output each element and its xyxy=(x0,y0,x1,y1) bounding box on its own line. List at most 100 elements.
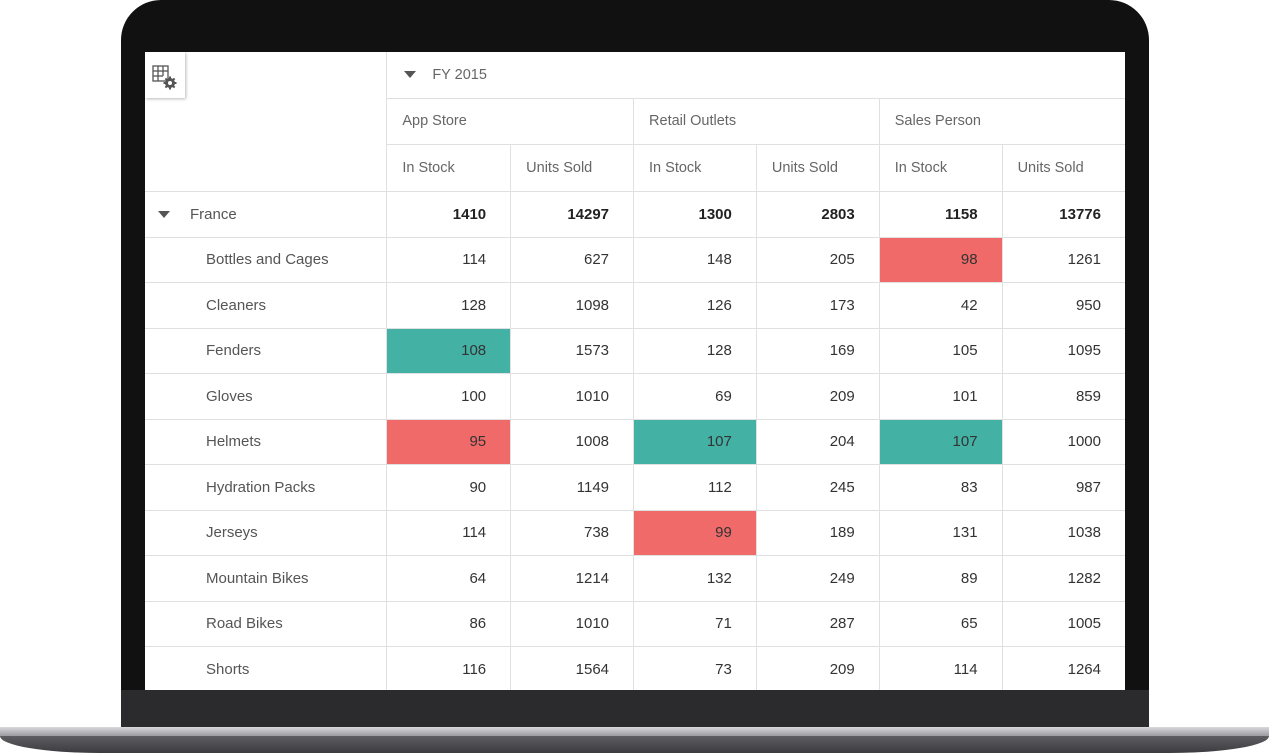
column-header-units-sold[interactable]: Units Sold xyxy=(755,143,880,192)
pivot-grid-screen: FY 2015 App Store Retail Outlets Sales P… xyxy=(145,52,1125,690)
grid-settings-icon[interactable] xyxy=(152,65,178,91)
column-header-in-stock[interactable]: In Stock xyxy=(878,143,1003,192)
value-cell[interactable]: 148 xyxy=(633,236,757,283)
value-cell[interactable]: 209 xyxy=(755,373,880,420)
value-cell[interactable]: 73 xyxy=(633,646,757,690)
value-cell[interactable]: 64 xyxy=(386,555,512,602)
value-cell[interactable]: 1300 xyxy=(633,190,757,238)
value-cell[interactable]: 1158 xyxy=(878,190,1003,238)
value-cell[interactable]: 1000 xyxy=(1001,418,1125,465)
value-cell[interactable]: 1098 xyxy=(510,282,635,329)
value-cell[interactable]: 1564 xyxy=(510,646,635,690)
column-header-in-stock[interactable]: In Stock xyxy=(386,143,512,192)
value-cell[interactable]: 950 xyxy=(1001,282,1125,329)
value-cell[interactable]: 1573 xyxy=(510,327,635,374)
value-cell[interactable]: 1410 xyxy=(386,190,512,238)
value-cell[interactable]: 987 xyxy=(1001,464,1125,511)
value-cell[interactable]: 1149 xyxy=(510,464,635,511)
laptop-chin xyxy=(121,690,1149,730)
value-cell[interactable]: 205 xyxy=(755,236,880,283)
row-header-label[interactable]: Fenders xyxy=(145,327,388,374)
value-cell[interactable]: 209 xyxy=(755,646,880,690)
value-cell[interactable]: 287 xyxy=(755,600,880,647)
triangle-down-icon[interactable] xyxy=(158,211,170,219)
column-header-units-sold[interactable]: Units Sold xyxy=(1001,143,1125,192)
value-cell[interactable]: 69 xyxy=(633,373,757,420)
value-cell[interactable]: 1005 xyxy=(1001,600,1125,647)
value-cell[interactable]: 83 xyxy=(878,464,1003,511)
value-cell[interactable]: 95 xyxy=(386,418,512,465)
value-cell[interactable]: 173 xyxy=(755,282,880,329)
column-header-fy[interactable]: FY 2015 xyxy=(386,52,1125,99)
row-header-label[interactable]: Helmets xyxy=(145,418,388,465)
column-header-units-sold[interactable]: Units Sold xyxy=(510,143,635,192)
value-cell[interactable]: 249 xyxy=(755,555,880,602)
value-cell[interactable]: 189 xyxy=(755,509,880,556)
row-header-label[interactable]: Jerseys xyxy=(145,509,388,556)
value-cell[interactable]: 245 xyxy=(755,464,880,511)
value-cell[interactable]: 128 xyxy=(386,282,512,329)
value-cell[interactable]: 131 xyxy=(878,509,1003,556)
row-header-label[interactable]: Road Bikes xyxy=(145,600,388,647)
value-cell[interactable]: 738 xyxy=(510,509,635,556)
laptop-base xyxy=(0,736,1269,753)
value-cell[interactable]: 132 xyxy=(633,555,757,602)
value-cell[interactable]: 627 xyxy=(510,236,635,283)
value-cell[interactable]: 204 xyxy=(755,418,880,465)
value-cell[interactable]: 107 xyxy=(878,418,1003,465)
value-cell[interactable]: 128 xyxy=(633,327,757,374)
value-cell[interactable]: 114 xyxy=(386,236,512,283)
column-header-app-store[interactable]: App Store xyxy=(386,97,635,145)
value-cell[interactable]: 105 xyxy=(878,327,1003,374)
value-cell[interactable]: 100 xyxy=(386,373,512,420)
triangle-down-icon[interactable] xyxy=(404,71,417,79)
value-cell[interactable]: 14297 xyxy=(510,190,635,238)
table-row: Mountain Bikes 64 1214 132 249 89 1282 xyxy=(145,555,1125,602)
value-cell[interactable]: 126 xyxy=(633,282,757,329)
value-cell[interactable]: 2803 xyxy=(755,190,880,238)
value-cell[interactable]: 86 xyxy=(386,600,512,647)
row-header-label[interactable]: Hydration Packs xyxy=(145,464,388,511)
table-row: Cleaners 128 1098 126 173 42 950 xyxy=(145,282,1125,329)
value-cell[interactable]: 112 xyxy=(633,464,757,511)
value-cell[interactable]: 108 xyxy=(386,327,512,374)
value-cell[interactable]: 1282 xyxy=(1001,555,1125,602)
fy-label: FY 2015 xyxy=(432,66,487,83)
value-cell[interactable]: 98 xyxy=(878,236,1003,283)
value-cell[interactable]: 1038 xyxy=(1001,509,1125,556)
value-cell[interactable]: 107 xyxy=(633,418,757,465)
value-cell[interactable]: 42 xyxy=(878,282,1003,329)
value-cell[interactable]: 1261 xyxy=(1001,236,1125,283)
value-cell[interactable]: 114 xyxy=(878,646,1003,690)
value-cell[interactable]: 1214 xyxy=(510,555,635,602)
value-cell[interactable]: 114 xyxy=(386,509,512,556)
column-header-in-stock[interactable]: In Stock xyxy=(633,143,757,192)
value-cell[interactable]: 13776 xyxy=(1001,190,1125,238)
column-header-retail-outlets[interactable]: Retail Outlets xyxy=(633,97,880,145)
column-header-sales-person[interactable]: Sales Person xyxy=(878,97,1125,145)
row-header-france[interactable]: France xyxy=(145,190,388,238)
row-header-label[interactable]: Gloves xyxy=(145,373,388,420)
row-header-label[interactable]: Shorts xyxy=(145,646,388,690)
row-header-label[interactable]: Cleaners xyxy=(145,282,388,329)
value-cell[interactable]: 1264 xyxy=(1001,646,1125,690)
pivot-corner xyxy=(145,52,388,192)
value-cell[interactable]: 101 xyxy=(878,373,1003,420)
value-cell[interactable]: 1010 xyxy=(510,373,635,420)
value-cell[interactable]: 859 xyxy=(1001,373,1125,420)
value-cell[interactable]: 71 xyxy=(633,600,757,647)
row-header-label[interactable]: Mountain Bikes xyxy=(145,555,388,602)
value-cell[interactable]: 116 xyxy=(386,646,512,690)
value-cell[interactable]: 89 xyxy=(878,555,1003,602)
value-cell[interactable]: 169 xyxy=(755,327,880,374)
pivot-table: FY 2015 App Store Retail Outlets Sales P… xyxy=(145,52,1125,690)
value-cell[interactable]: 1008 xyxy=(510,418,635,465)
value-cell[interactable]: 90 xyxy=(386,464,512,511)
field-list-button[interactable] xyxy=(145,52,185,98)
value-cell[interactable]: 65 xyxy=(878,600,1003,647)
row-header-label[interactable]: Bottles and Cages xyxy=(145,236,388,283)
value-cell[interactable]: 1095 xyxy=(1001,327,1125,374)
value-cell[interactable]: 99 xyxy=(633,509,757,556)
value-cell[interactable]: 1010 xyxy=(510,600,635,647)
group-row-france: France 1410 14297 1300 2803 1158 13776 xyxy=(145,190,1125,238)
